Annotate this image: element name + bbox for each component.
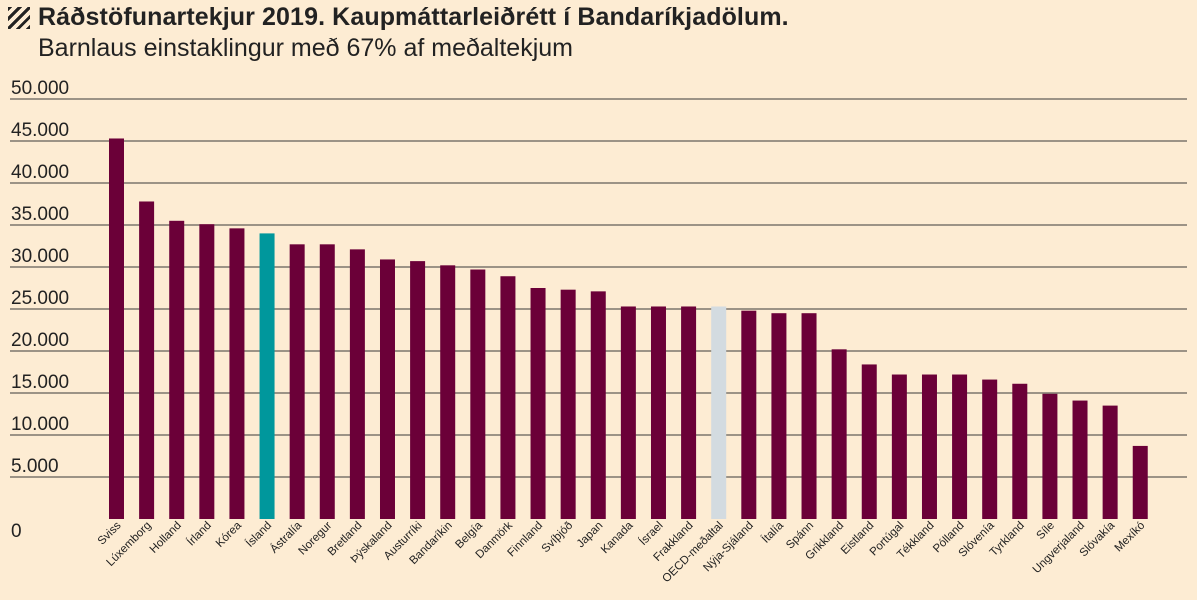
- bar: [1012, 383, 1028, 519]
- x-tick-label: Svíþjóð: [540, 520, 576, 556]
- bar: [500, 276, 516, 519]
- title-row: Ráðstöfunartekjur 2019. Kaupmáttarleiðré…: [8, 3, 1188, 32]
- bar: [139, 201, 155, 520]
- y-tick-label: 50.000: [11, 78, 69, 99]
- bar: [831, 349, 847, 519]
- bar: [921, 374, 937, 519]
- bar: [349, 249, 365, 520]
- bar: [620, 306, 636, 519]
- y-tick-label: 15.000: [11, 372, 69, 393]
- x-tick-label: Sviss: [96, 519, 124, 547]
- x-tick-label: Ísrael: [637, 519, 666, 548]
- y-tick-label: 30.000: [11, 246, 69, 267]
- bar: [982, 379, 998, 519]
- bar: [1102, 405, 1118, 519]
- bar: [952, 374, 968, 519]
- bar: [229, 228, 245, 520]
- y-tick-label: 35.000: [11, 204, 69, 225]
- y-tick-label: 0: [11, 521, 22, 542]
- bar: [109, 138, 124, 520]
- bar: [319, 244, 335, 519]
- bar: [289, 244, 305, 519]
- x-tick-label: Mexíkó: [1113, 520, 1148, 555]
- y-tick-label: 10.000: [11, 414, 69, 435]
- bar: [771, 313, 787, 519]
- bar: [891, 374, 907, 519]
- bar: [590, 291, 606, 519]
- bar: [169, 220, 185, 520]
- bar: [681, 306, 697, 519]
- bar: [1132, 445, 1148, 519]
- x-tick-label: Síle: [1035, 520, 1058, 543]
- bar: [530, 288, 546, 519]
- bar: [560, 289, 576, 519]
- x-tick-label: Holland: [148, 520, 184, 556]
- y-tick-label: 25.000: [11, 288, 69, 309]
- chart-subtitle: Barnlaus einstaklingur með 67% af meðalt…: [38, 34, 573, 62]
- bar: [1042, 393, 1058, 519]
- bar: [801, 313, 817, 519]
- bar: [440, 265, 456, 519]
- y-tick-label: 5.000: [11, 456, 59, 477]
- bar: [861, 364, 877, 519]
- bar: [711, 306, 727, 519]
- bar: [199, 224, 215, 519]
- x-tick-label: Kanada: [599, 519, 636, 556]
- y-tick-label: 40.000: [11, 162, 69, 183]
- chart-header: Ráðstöfunartekjur 2019. Kaupmáttarleiðré…: [8, 3, 1188, 63]
- x-tick-label: Ítalía: [759, 519, 786, 546]
- y-tick-label: 45.000: [11, 120, 69, 141]
- bar: [650, 306, 666, 519]
- x-tick-label: Kórea: [214, 519, 245, 550]
- bar: [741, 310, 757, 519]
- hatch-logo-icon: [8, 6, 30, 29]
- x-tick-label: Írland: [184, 519, 214, 549]
- bar: [410, 261, 426, 519]
- y-tick-label: 20.000: [11, 330, 69, 351]
- chart-title: Ráðstöfunartekjur 2019. Kaupmáttarleiðré…: [38, 3, 789, 31]
- bar: [259, 233, 275, 519]
- bar: [470, 269, 486, 519]
- bar: [379, 259, 395, 519]
- bar: [1072, 400, 1088, 519]
